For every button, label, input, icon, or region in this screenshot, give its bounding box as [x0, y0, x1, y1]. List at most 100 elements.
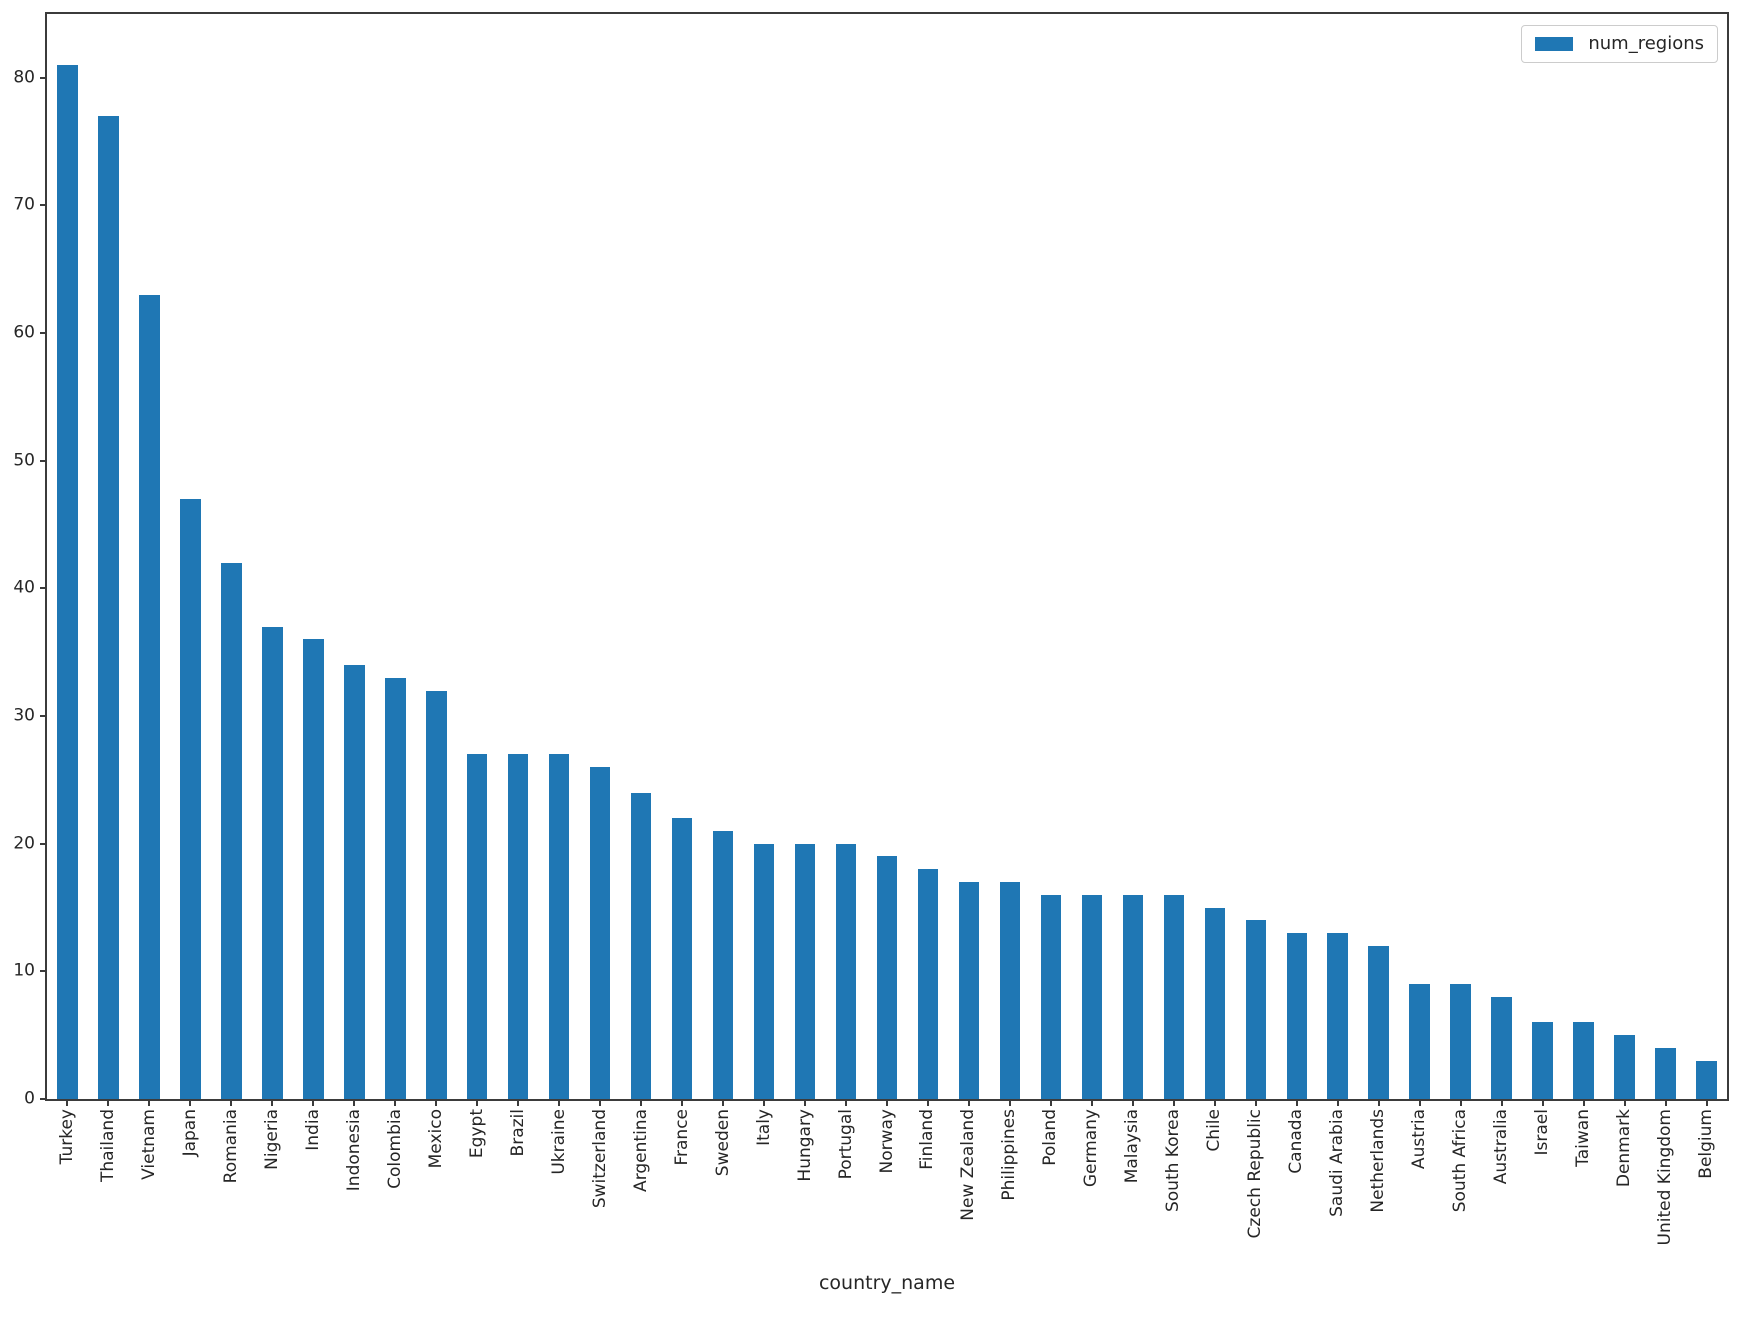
bar-argentina	[630, 792, 652, 1099]
y-tick-label: 70	[13, 194, 35, 215]
x-tick-label: Argentina	[630, 1109, 651, 1192]
y-tick-label: 60	[13, 322, 35, 343]
x-tick-mark	[1500, 1099, 1503, 1106]
x-tick-label: Czech Republic	[1245, 1109, 1266, 1239]
x-tick-label: South Africa	[1450, 1109, 1471, 1213]
x-tick-mark	[517, 1099, 520, 1106]
x-tick-mark	[1213, 1099, 1216, 1106]
x-tick-mark	[926, 1099, 929, 1106]
bar-portugal	[835, 843, 857, 1099]
x-tick-label: France	[671, 1109, 692, 1166]
x-tick-label: Romania	[220, 1109, 241, 1184]
x-tick-mark	[886, 1099, 888, 1106]
x-tick-mark	[1377, 1099, 1380, 1106]
x-tick-mark	[1541, 1099, 1544, 1106]
y-tick-label: 50	[13, 450, 35, 471]
bar-saudi-arabia	[1327, 933, 1348, 1099]
x-tick-mark	[394, 1099, 397, 1106]
bar-new-zealand	[958, 882, 980, 1099]
bar-finland	[917, 869, 939, 1099]
x-tick-label: Brazil	[507, 1109, 528, 1157]
x-tick-mark	[271, 1099, 274, 1106]
x-tick-label: United Kingdom	[1655, 1109, 1676, 1246]
bar-indonesia	[344, 665, 365, 1099]
x-tick-label: Australia	[1491, 1109, 1512, 1185]
bar-sweden	[712, 830, 734, 1099]
bar-switzerland	[589, 767, 611, 1099]
y-tick-mark	[40, 459, 47, 462]
x-tick-mark	[1295, 1099, 1298, 1106]
x-tick-mark	[1705, 1099, 1708, 1106]
bar-netherlands	[1368, 945, 1389, 1099]
x-tick-label: Philippines	[999, 1109, 1020, 1201]
x-axis-title: country_name	[818, 1272, 956, 1294]
x-tick-mark	[353, 1099, 356, 1106]
x-tick-mark	[435, 1099, 438, 1106]
x-tick-mark	[845, 1099, 848, 1106]
x-tick-mark	[967, 1099, 970, 1106]
legend-swatch-num-regions	[1535, 37, 1574, 51]
bar-vietnam	[139, 294, 160, 1099]
x-tick-label: Japan	[179, 1109, 200, 1157]
x-tick-label: Chile	[1204, 1109, 1225, 1152]
x-tick-label: India	[302, 1109, 323, 1151]
x-tick-label: Mexico	[425, 1109, 446, 1169]
y-tick-mark	[40, 715, 47, 718]
x-tick-mark	[1459, 1099, 1462, 1106]
x-tick-mark	[1664, 1099, 1667, 1106]
x-tick-mark	[1172, 1099, 1175, 1106]
bar-germany	[1081, 894, 1103, 1099]
x-tick-label: Poland	[1040, 1109, 1061, 1166]
y-tick-label: 40	[13, 577, 35, 598]
bar-india	[303, 639, 324, 1099]
y-tick-mark	[40, 970, 47, 973]
y-tick-mark	[40, 76, 47, 79]
bar-brazil	[507, 754, 529, 1099]
x-tick-mark	[1582, 1099, 1585, 1106]
bar-czech-republic	[1245, 920, 1267, 1099]
x-tick-label: Belgium	[1696, 1109, 1716, 1179]
x-tick-label: Hungary	[794, 1109, 815, 1182]
bar-hungary	[794, 843, 816, 1099]
x-tick-label: Ukraine	[548, 1109, 569, 1175]
legend: num_regions	[1521, 25, 1718, 63]
x-tick-label: Indonesia	[343, 1109, 364, 1192]
x-tick-mark	[107, 1099, 110, 1106]
x-tick-label: Taiwan	[1573, 1109, 1594, 1167]
x-tick-label: Finland	[917, 1109, 938, 1170]
x-tick-label: Netherlands	[1368, 1109, 1389, 1213]
x-tick-label: Sweden	[712, 1109, 733, 1177]
bar-turkey	[57, 65, 78, 1099]
bar-norway	[876, 856, 898, 1099]
x-tick-label: Vietnam	[138, 1109, 159, 1180]
x-tick-mark	[148, 1099, 151, 1106]
bar-taiwan	[1573, 1022, 1594, 1099]
x-tick-mark	[1090, 1099, 1093, 1106]
x-tick-label: Denmark	[1614, 1109, 1635, 1188]
x-tick-mark	[558, 1099, 561, 1106]
x-tick-mark	[66, 1099, 69, 1106]
y-tick-mark	[40, 332, 47, 335]
bar-romania	[221, 562, 242, 1099]
bar-malaysia	[1122, 894, 1144, 1099]
bar-france	[671, 818, 693, 1099]
x-tick-label: Portugal	[835, 1109, 856, 1180]
x-tick-label: Austria	[1409, 1109, 1430, 1170]
bar-thailand	[98, 116, 119, 1099]
bar-chile	[1204, 907, 1226, 1099]
x-tick-mark	[189, 1099, 192, 1106]
bar-italy	[753, 843, 775, 1099]
y-tick-label: 30	[13, 705, 35, 726]
x-tick-mark	[1008, 1099, 1011, 1106]
bar-belgium	[1696, 1060, 1717, 1099]
x-tick-label: Colombia	[384, 1109, 405, 1189]
x-tick-mark	[599, 1099, 602, 1106]
bar-mexico	[426, 690, 447, 1099]
x-tick-label: Israel	[1532, 1109, 1553, 1156]
x-tick-label: Saudi Arabia	[1327, 1109, 1348, 1217]
y-tick-mark	[40, 204, 47, 207]
x-tick-label: Thailand	[97, 1109, 118, 1183]
bar-austria	[1409, 984, 1430, 1099]
x-tick-label: Switzerland	[589, 1109, 610, 1209]
